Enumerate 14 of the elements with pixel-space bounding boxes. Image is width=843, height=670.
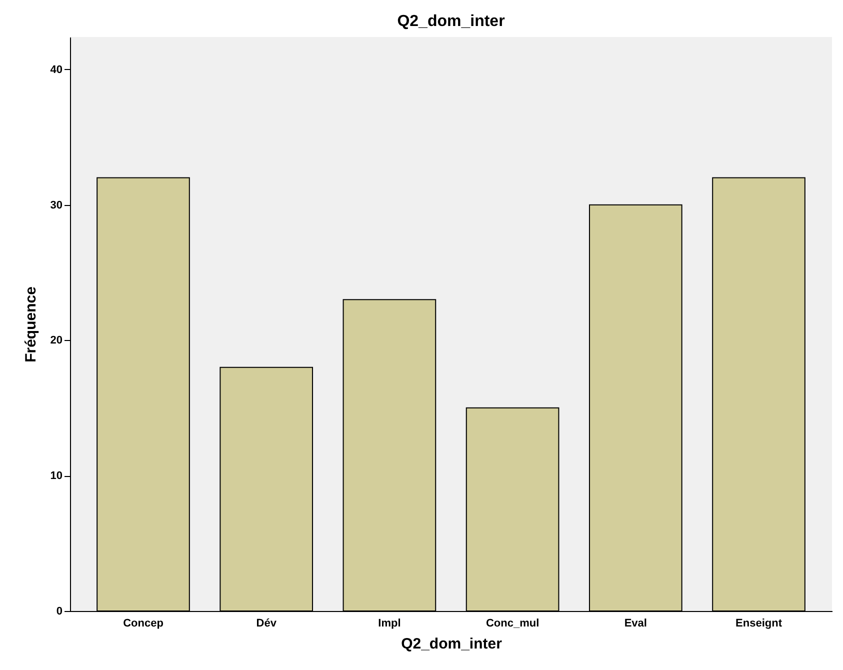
x-tick-label: Concep [123,618,164,630]
x-tick-label: Enseignt [736,618,782,630]
y-axis-title: Fréquence [22,286,40,362]
x-tick-label: Conc_mul [486,618,540,630]
y-tick-label: 0 [56,606,62,618]
x-tick-label: Impl [378,618,401,630]
chart-title: Q2_dom_inter [397,13,505,30]
x-axis-title: Q2_dom_inter [401,636,502,652]
y-tick-label: 40 [50,64,62,76]
x-tick-label: Eval [624,618,647,630]
y-tick-label: 10 [50,470,62,482]
x-tick-label: Dév [256,618,278,630]
y-tick-label: 20 [50,334,62,347]
y-tick-label: 30 [50,199,62,212]
